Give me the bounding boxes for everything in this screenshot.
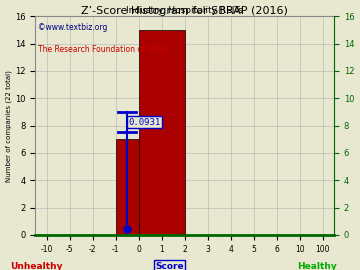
Text: Healthy: Healthy xyxy=(297,262,337,270)
Bar xyxy=(139,30,185,235)
Y-axis label: Number of companies (22 total): Number of companies (22 total) xyxy=(5,70,12,181)
Text: The Research Foundation of SUNY: The Research Foundation of SUNY xyxy=(38,45,168,54)
Title: Z’-Score Histogram for SBRAP (2016): Z’-Score Histogram for SBRAP (2016) xyxy=(81,6,288,16)
Text: 0.0931: 0.0931 xyxy=(128,118,161,127)
Text: Unhealthy: Unhealthy xyxy=(10,262,62,270)
Text: Industry: Hospitality REITs: Industry: Hospitality REITs xyxy=(126,6,243,15)
Bar xyxy=(116,139,139,235)
Text: Score: Score xyxy=(155,262,184,270)
Text: ©www.textbiz.org: ©www.textbiz.org xyxy=(38,23,108,32)
